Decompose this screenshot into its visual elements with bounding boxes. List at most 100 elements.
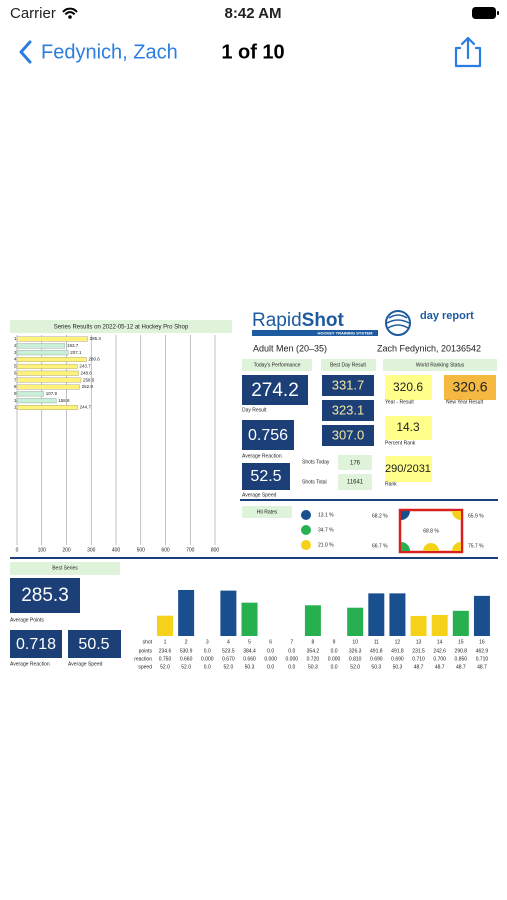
shot-points: 0.0: [331, 648, 338, 654]
shot-speed: 48.7: [414, 664, 424, 670]
shot-reaction: 0.670: [222, 656, 235, 662]
value-caption: Year - Result: [385, 399, 414, 405]
legend-dot: [301, 510, 311, 520]
back-button[interactable]: Fedynich, Zach: [19, 40, 178, 64]
share-button[interactable]: [454, 36, 482, 68]
section-title: Best Series: [52, 565, 78, 571]
logo-bar: [252, 330, 378, 336]
bar: [16, 370, 79, 376]
shot-speed: 52.0: [350, 664, 360, 670]
section-header: [321, 359, 376, 371]
row-label: 7: [14, 377, 17, 382]
shot-speed: 0.0: [267, 664, 274, 670]
battery-tip: [497, 11, 499, 15]
bar: [473, 595, 490, 636]
shot-number: 1: [164, 639, 167, 645]
value-box: [385, 375, 432, 400]
value-box: [242, 463, 290, 490]
shot-reaction: 0.000: [264, 656, 277, 662]
average-points: 285.3: [21, 585, 69, 606]
shot-points: 354.2: [307, 648, 320, 654]
shot-points: 231.5: [412, 648, 425, 654]
player: Zach Fedynich, 20136542: [377, 343, 481, 353]
bar-value: 258.5: [83, 377, 95, 382]
bar: [16, 377, 82, 383]
shot-points: 290.8: [455, 648, 468, 654]
legend-label: 34.7 %: [318, 527, 334, 533]
row-label: 9: [14, 391, 17, 396]
bar-value: 248.6: [81, 370, 93, 375]
bar-value: 244.7: [80, 405, 92, 410]
goal-rate: 65.9 %: [468, 513, 484, 519]
logo-globe: [385, 310, 411, 336]
shot-reaction: 0.750: [159, 656, 172, 662]
bar: [16, 343, 66, 349]
bar: [16, 391, 44, 397]
value-box: [338, 474, 372, 490]
bar: [220, 590, 237, 636]
goal-zone: [401, 511, 410, 520]
value-caption: Average Speed: [68, 661, 103, 667]
row-label: 6: [14, 370, 17, 375]
section-header: [383, 359, 497, 371]
shot-number: 15: [458, 639, 464, 645]
bar: [16, 384, 80, 390]
share-icon[interactable]: [454, 36, 482, 68]
shot-number: 5: [248, 639, 251, 645]
bar: [389, 593, 406, 636]
shot-number: 13: [416, 639, 422, 645]
value-box: [242, 420, 294, 450]
shots-total: 11641: [347, 480, 364, 486]
shot-number: 3: [206, 639, 209, 645]
row-label: shot: [143, 639, 153, 645]
average-reaction: 0.718: [16, 636, 56, 653]
bar: [431, 614, 448, 636]
logo-globe-lines: [386, 314, 410, 329]
legend-dot: [301, 525, 311, 535]
shot-points: 326.3: [349, 648, 362, 654]
shot-points: 242.6: [433, 648, 446, 654]
row-label: 11: [14, 405, 19, 410]
row-label: 3: [14, 350, 17, 355]
bar: [16, 357, 87, 362]
shot-reaction: 0.690: [391, 656, 404, 662]
value-box: [322, 400, 374, 421]
logo-light: Rapid: [252, 310, 302, 331]
shot-reaction: 0.660: [180, 656, 193, 662]
back-label[interactable]: Fedynich, Zach: [41, 41, 178, 63]
logo-bold: Shot: [302, 310, 345, 331]
bar: [241, 602, 258, 636]
bar: [16, 336, 88, 342]
shot-speed: 50.3: [245, 664, 255, 670]
goal-rate: 66.7 %: [372, 543, 388, 549]
bar: [178, 589, 195, 636]
value-caption: Average Speed: [242, 492, 277, 498]
percent-rank: 14.3: [396, 420, 420, 434]
bar: [368, 593, 385, 636]
year-result: 320.6: [393, 380, 423, 394]
shot-reaction: 0.660: [243, 656, 256, 662]
x-tick-label: 0: [16, 547, 19, 553]
shot-reaction: 0.000: [286, 656, 299, 662]
shot-points: 0.0: [267, 648, 274, 654]
x-tick-label: 100: [38, 547, 47, 553]
goal-zone: [452, 542, 461, 551]
bar-value: 280.6: [88, 357, 100, 362]
average-speed: 52.5: [250, 468, 281, 485]
shot-points: 0.0: [288, 648, 295, 654]
goal-zone: [401, 542, 410, 551]
goal-frame: [398, 508, 464, 554]
value-box: [338, 455, 372, 470]
goal-rate: 75.7 %: [468, 543, 484, 549]
shot-reaction: 0.810: [349, 656, 362, 662]
row-label: reaction: [134, 656, 152, 662]
average-speed: 50.5: [78, 636, 109, 653]
bar-value: 243.7: [79, 364, 91, 369]
shot-reaction: 0.720: [307, 656, 320, 662]
x-tick-label: 500: [137, 547, 146, 553]
value-box: [385, 416, 432, 440]
value-caption: Percent Rank: [385, 440, 416, 446]
logo-tagline: HOCKEY TRAINING SYSTEM: [317, 330, 373, 335]
shot-number: 11: [374, 639, 379, 645]
